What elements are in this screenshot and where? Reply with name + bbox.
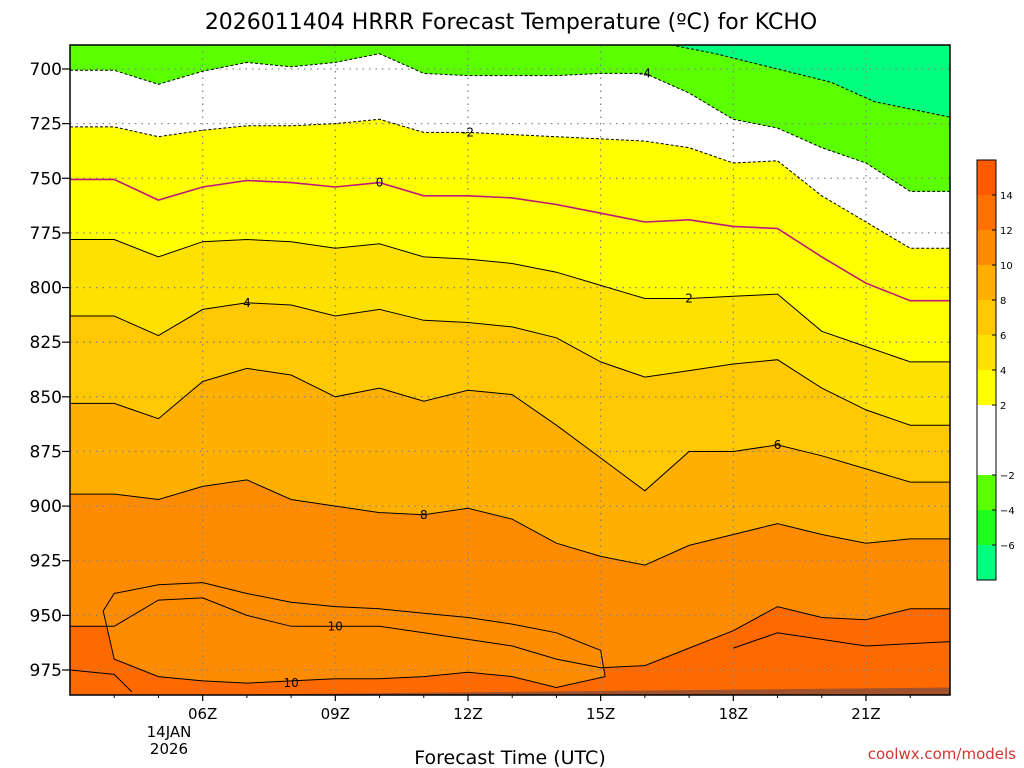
isotherm-6 xyxy=(70,367,950,492)
isotherm-10 xyxy=(70,597,950,669)
band-closed-10 xyxy=(103,582,606,688)
x-tick-label-18Z: 18Z xyxy=(719,705,748,723)
colorbar-label: 12 xyxy=(1000,226,1013,237)
isotherm-0 xyxy=(70,178,950,302)
x-tick-label-15Z: 15Z xyxy=(586,705,615,723)
y-tick-label-825: 825 xyxy=(30,333,62,353)
date-year-label: 2026 xyxy=(150,740,188,758)
ground-fill xyxy=(70,687,950,695)
band-warm-pocket xyxy=(634,632,950,695)
colorbar-label: 6 xyxy=(1000,331,1006,342)
x-tick-label-09Z: 09Z xyxy=(321,705,350,723)
isotherm-closed-10 xyxy=(102,582,606,689)
contour-label-6: 6 xyxy=(774,438,782,452)
colorbar-bin xyxy=(977,405,996,475)
contour-label-minus2: -2 xyxy=(462,125,474,139)
contour-label-0: 0 xyxy=(376,176,384,190)
x-axis: 06Z 09Z 12Z 15Z 18Z 21Z xyxy=(113,695,911,723)
chart-title: 2026011404 HRRR Forecast Temperature (ºC… xyxy=(205,10,817,35)
colorbar-bin xyxy=(977,475,996,510)
y-axis: 700 725 750 775 800 825 850 875 900 925 950 975 xyxy=(30,60,70,681)
colorbar-label: −4 xyxy=(1000,506,1015,517)
ground-layer xyxy=(70,687,950,695)
colorbar-label: 4 xyxy=(1000,366,1006,377)
colorbar-bin xyxy=(977,335,996,370)
colorbar-label: 2 xyxy=(1000,401,1006,412)
y-tick-label-875: 875 xyxy=(30,442,62,462)
y-tick-label-900: 900 xyxy=(30,497,62,517)
grid-lines xyxy=(70,45,950,695)
colorbar-bin xyxy=(977,160,996,195)
x-tick-label-12Z: 12Z xyxy=(453,705,482,723)
contour-label-minus4: -4 xyxy=(639,66,651,80)
y-tick-label-850: 850 xyxy=(30,388,62,408)
isotherm-minus6 xyxy=(671,45,950,118)
colorbar-bin xyxy=(977,230,996,265)
colorbar-label: 8 xyxy=(1000,296,1006,307)
isotherm-2 xyxy=(70,238,950,363)
isotherm-4 xyxy=(70,302,950,426)
contour-label-closed-10: 10 xyxy=(283,676,298,690)
date-day-label: 14JAN xyxy=(147,723,192,741)
contour-label-8: 8 xyxy=(420,508,428,522)
isotherm-8 xyxy=(70,479,950,566)
x-axis-title: Forecast Time (UTC) xyxy=(414,747,605,768)
colorbar-label: 10 xyxy=(1000,261,1013,272)
colorbar-bin xyxy=(977,265,996,300)
y-tick-label-725: 725 xyxy=(30,115,62,135)
colorbar-bin xyxy=(977,545,996,580)
colorbar-bin xyxy=(977,300,996,335)
y-tick-label-800: 800 xyxy=(30,279,62,299)
y-tick-label-775: 775 xyxy=(30,224,62,244)
y-tick-label-975: 975 xyxy=(30,661,62,681)
isotherm-minus2 xyxy=(70,118,950,249)
band-below-minus4 xyxy=(671,45,950,118)
temperature-bands xyxy=(70,45,950,695)
y-tick-label-700: 700 xyxy=(30,60,62,80)
colorbar: 14 12 10 8 6 4 2 −2 −4 −6 xyxy=(976,159,1015,581)
colorbar-bin xyxy=(977,510,996,545)
x-tick-label-21Z: 21Z xyxy=(851,705,880,723)
plot-frame xyxy=(69,44,951,696)
isotherm-minus4 xyxy=(70,53,950,192)
contour-label-2: 2 xyxy=(685,291,693,305)
isotherm-lines xyxy=(70,45,950,693)
isotherm-surface-10 xyxy=(70,669,133,693)
colorbar-bin xyxy=(977,195,996,230)
x-tick-label-06Z: 06Z xyxy=(188,705,217,723)
contour-labels: -4 -2 0 2 4 6 8 10 10 xyxy=(243,66,782,690)
colorbar-label: 14 xyxy=(1000,191,1013,202)
contour-label-10: 10 xyxy=(328,619,343,633)
colorbar-bin xyxy=(977,370,996,405)
y-tick-label-925: 925 xyxy=(30,552,62,572)
colorbar-label: −6 xyxy=(1000,541,1015,552)
isotherm-12 xyxy=(733,632,950,649)
watermark: coolwx.com/models xyxy=(868,745,1016,763)
y-tick-label-950: 950 xyxy=(30,606,62,626)
y-tick-label-750: 750 xyxy=(30,169,62,189)
colorbar-label: −2 xyxy=(1000,471,1015,482)
contour-label-4: 4 xyxy=(243,296,251,310)
